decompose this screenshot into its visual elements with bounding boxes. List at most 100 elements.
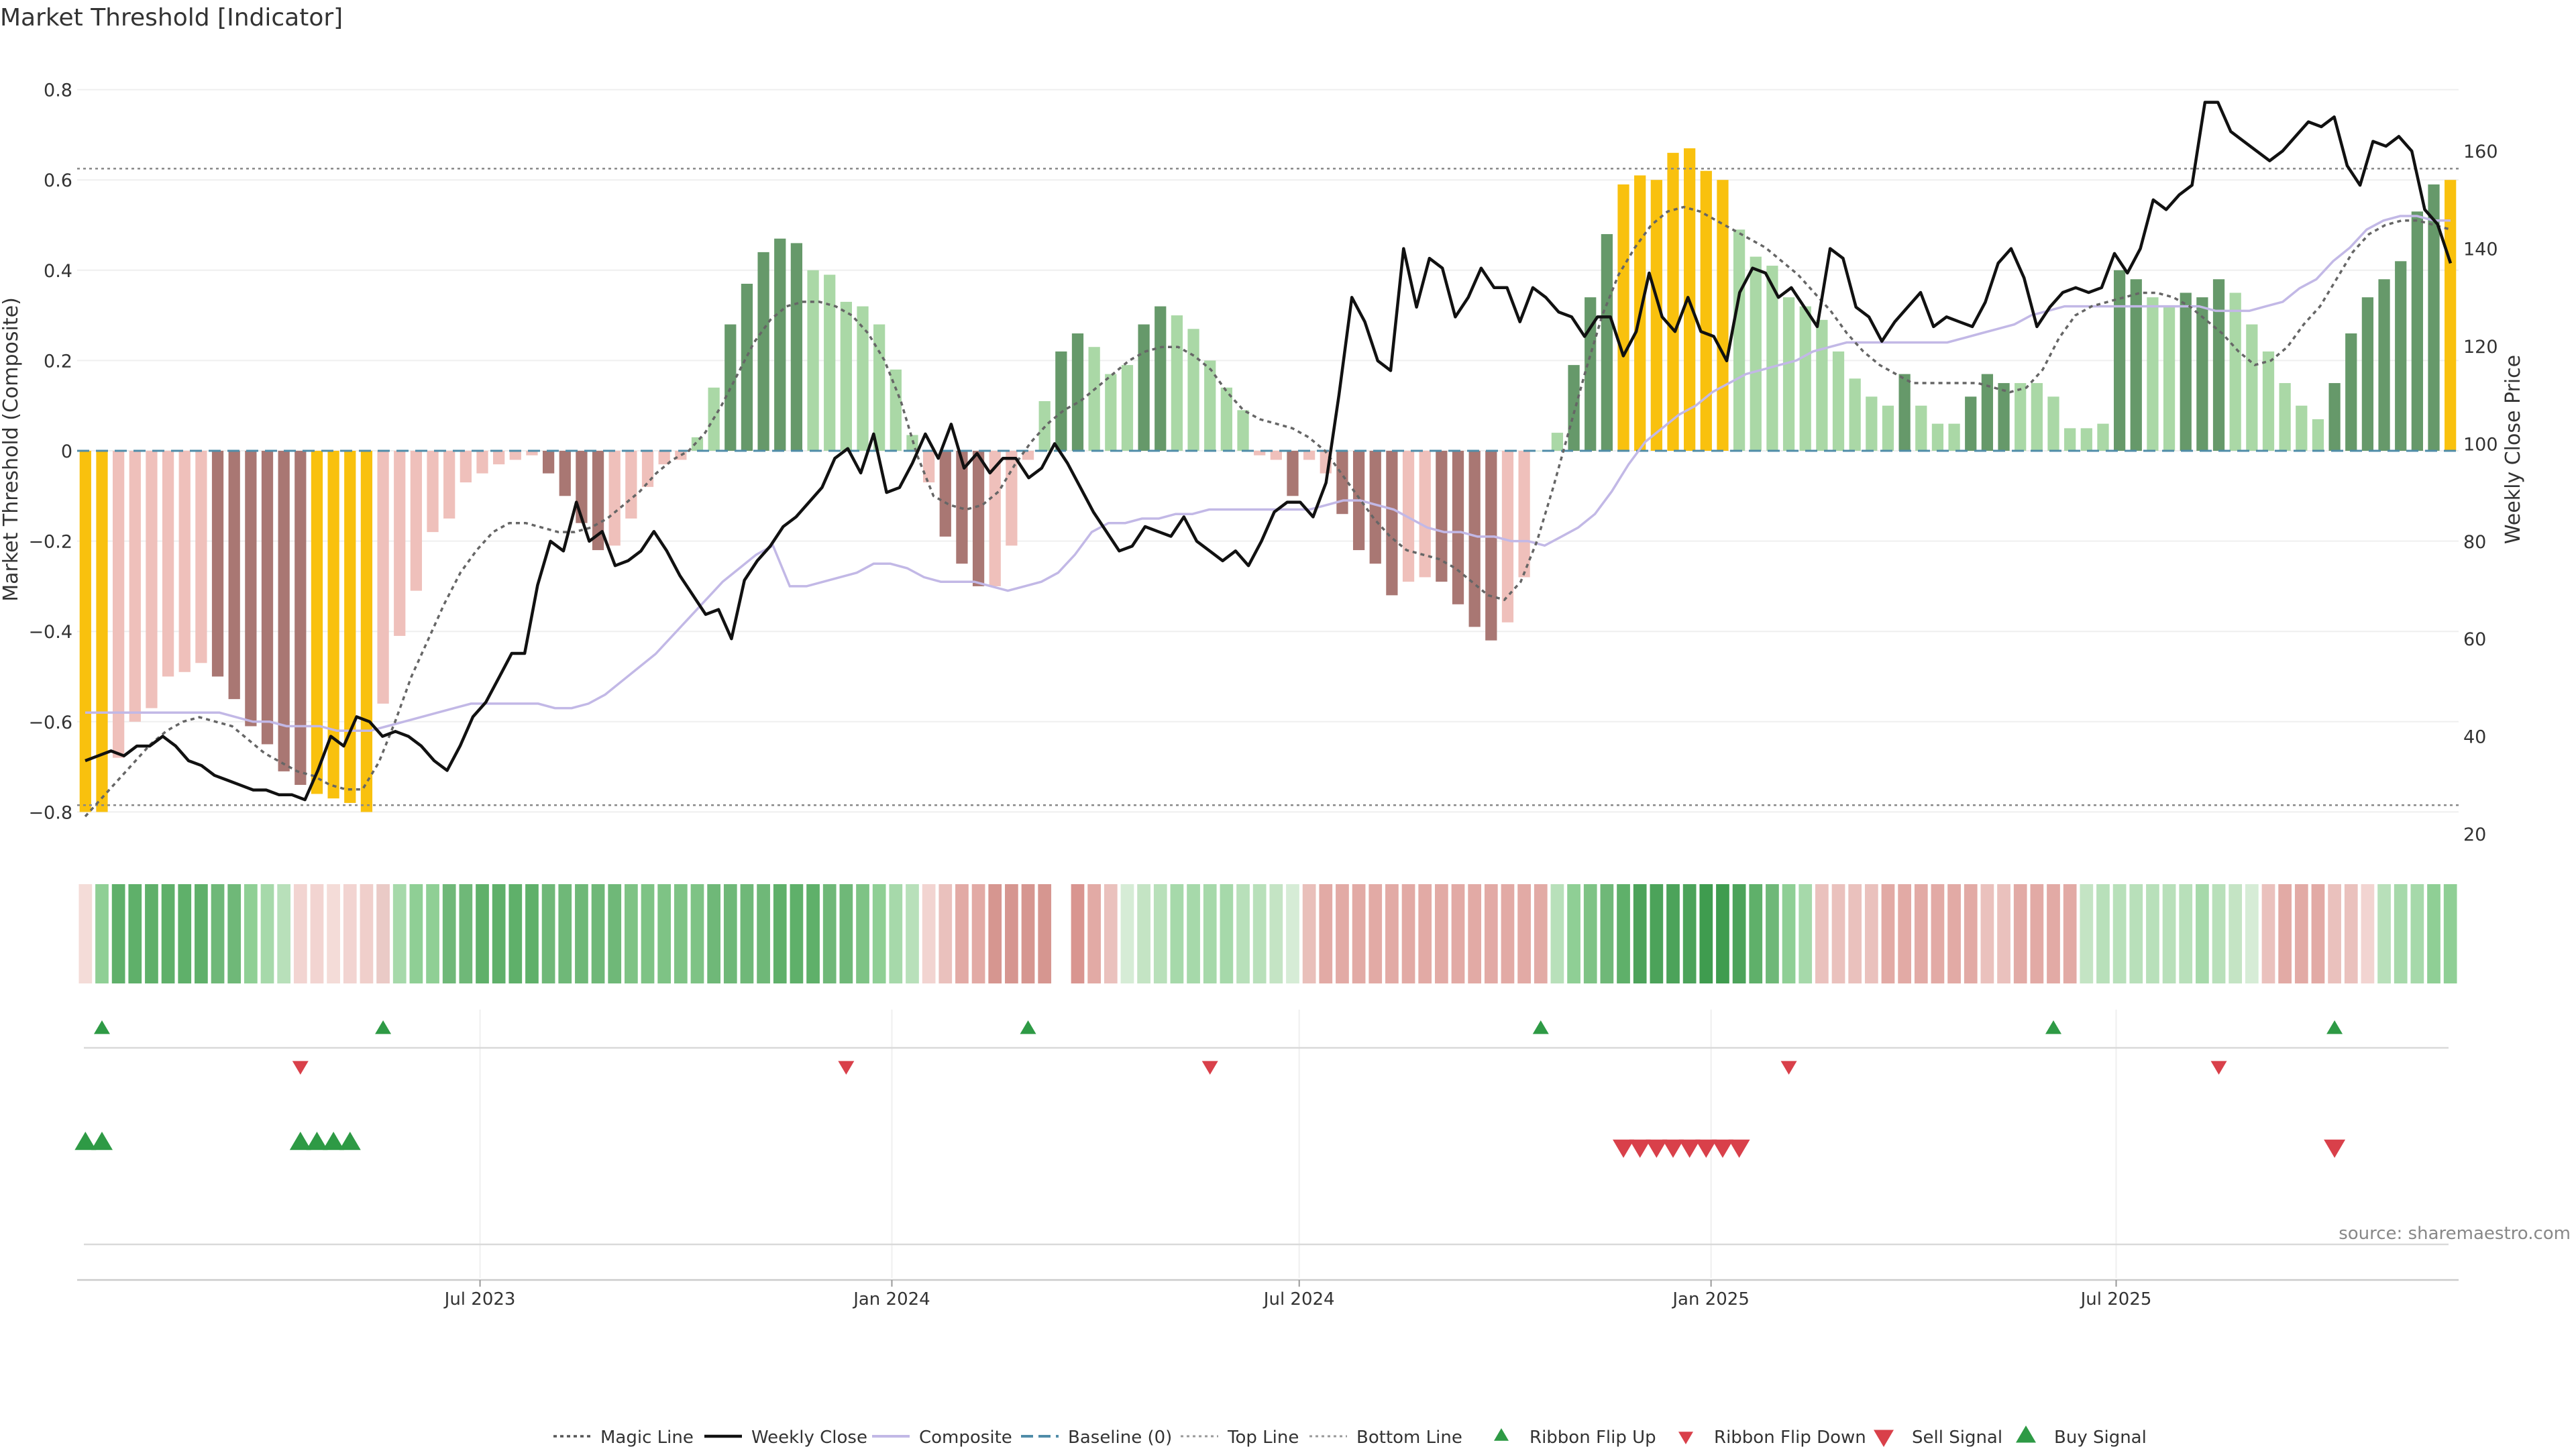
composite-bar — [724, 324, 737, 451]
ribbon-cell — [1302, 884, 1316, 983]
ribbon-cell — [78, 884, 93, 983]
ribbon-cell — [145, 884, 158, 983]
sell-signal-marker — [1613, 1139, 1635, 1158]
composite-bar — [1700, 170, 1712, 451]
composite-bar — [460, 451, 472, 483]
ribbon-cell — [1352, 884, 1366, 983]
ribbon-cell — [1732, 884, 1746, 983]
y-tick-label: 0.8 — [44, 80, 72, 101]
ribbon-flip-up-marker — [2045, 1020, 2062, 1034]
composite-bar — [1981, 374, 1994, 451]
legend-item: Bottom Line — [1309, 1428, 1462, 1448]
composite-bar — [211, 451, 224, 677]
ribbon-cell — [1451, 884, 1465, 983]
composite-bar — [360, 451, 373, 812]
buy-signal-marker — [339, 1132, 361, 1150]
composite-bar — [2047, 396, 2059, 451]
composite-bar — [476, 451, 488, 474]
ribbon-cell — [707, 884, 720, 983]
composite-bar — [2296, 405, 2308, 451]
ribbon-cell — [757, 884, 770, 983]
ribbon-cell — [1583, 884, 1597, 983]
ribbon-cell — [1749, 884, 1763, 983]
y-tick-label: −0.8 — [28, 802, 72, 823]
ribbon-cell — [1848, 884, 1862, 983]
ribbon-cell — [1252, 884, 1267, 983]
composite-bar — [741, 283, 753, 451]
composite-bar — [1468, 451, 1481, 627]
composite-bar — [1006, 451, 1018, 546]
ribbon-cell — [2030, 884, 2044, 983]
composite-bar — [1750, 256, 1762, 451]
composite-bar — [1336, 451, 1348, 515]
ribbon-cell — [1187, 884, 1200, 983]
y2-tick-label: 140 — [2463, 239, 2498, 260]
ribbon-cell — [161, 884, 175, 983]
ribbon-cell — [541, 884, 555, 983]
y2-tick-label: 100 — [2463, 434, 2498, 455]
legend-item: Ribbon Flip Down — [1678, 1428, 1866, 1448]
ribbon-cell — [806, 884, 820, 983]
composite-bar — [79, 451, 91, 812]
ribbon-cell — [2196, 884, 2209, 983]
ribbon-cell — [2278, 884, 2292, 983]
composite-bar — [2097, 423, 2109, 451]
ribbon-cell — [128, 884, 142, 983]
ribbon-cell — [476, 884, 489, 983]
composite-bar — [2031, 383, 2043, 451]
buy-signal-marker — [91, 1132, 113, 1150]
ribbon-cell — [906, 884, 919, 983]
ribbon-cell — [392, 884, 407, 983]
ribbon-cell — [1418, 884, 1432, 983]
composite-bar — [2147, 297, 2159, 451]
ribbon-cell — [608, 884, 622, 983]
ribbon-cell — [277, 884, 291, 983]
ribbon-cell — [1385, 884, 1399, 983]
ribbon-flip-down-marker — [1780, 1061, 1797, 1075]
signal-rows — [74, 1020, 2449, 1246]
composite-bar — [1948, 423, 1960, 451]
composite-bar — [1650, 180, 1662, 451]
legend-item: Magic Line — [553, 1428, 694, 1448]
ribbon-cell — [1434, 884, 1448, 983]
ribbon-cell — [1501, 884, 1515, 983]
composite-bar — [394, 451, 406, 636]
sell-signal-marker — [2324, 1139, 2346, 1158]
ribbon-cell — [178, 884, 192, 983]
composite-bar — [1915, 405, 1927, 451]
y2-tick-label: 160 — [2463, 142, 2498, 162]
composite-bar — [576, 451, 588, 523]
ribbon-cell — [1600, 884, 1614, 983]
composite-bar — [658, 451, 670, 465]
ribbon-flip-up-marker — [1020, 1020, 1036, 1034]
composite-bar — [1998, 383, 2010, 451]
ribbon-cell — [2229, 884, 2243, 983]
legend-label: Bottom Line — [1356, 1428, 1462, 1448]
x-tick-label: Jan 2025 — [1671, 1289, 1750, 1309]
composite-bar — [1733, 229, 1746, 451]
y-tick-label: 0.4 — [44, 261, 72, 282]
ribbon-cell — [723, 884, 737, 983]
ribbon-cell — [1236, 884, 1250, 983]
legend-item: Composite — [872, 1428, 1012, 1448]
ribbon-cell — [2344, 884, 2358, 983]
ribbon-cell — [2212, 884, 2226, 983]
composite-bar — [2428, 184, 2440, 451]
composite-bar — [261, 451, 274, 745]
composite-bar — [1452, 451, 1464, 604]
ribbon-cell — [1286, 884, 1299, 983]
ribbon-cell — [1137, 884, 1150, 983]
composite-bar — [2212, 279, 2225, 451]
x-tick-label: Jul 2025 — [2080, 1289, 2152, 1309]
legend-label: Top Line — [1227, 1428, 1299, 1448]
composite-bar — [989, 451, 1001, 586]
buy-signal-marker — [289, 1132, 311, 1150]
composite-bar — [1832, 351, 1845, 451]
ribbon-cell — [2245, 884, 2259, 983]
ribbon-cell — [773, 884, 787, 983]
ribbon-cell — [1881, 884, 1895, 983]
sell-signal-marker — [1629, 1139, 1651, 1158]
ribbon-cell — [1104, 884, 1118, 983]
ribbon-cell — [625, 884, 638, 983]
ribbon-flip-down-marker — [1201, 1061, 1218, 1075]
